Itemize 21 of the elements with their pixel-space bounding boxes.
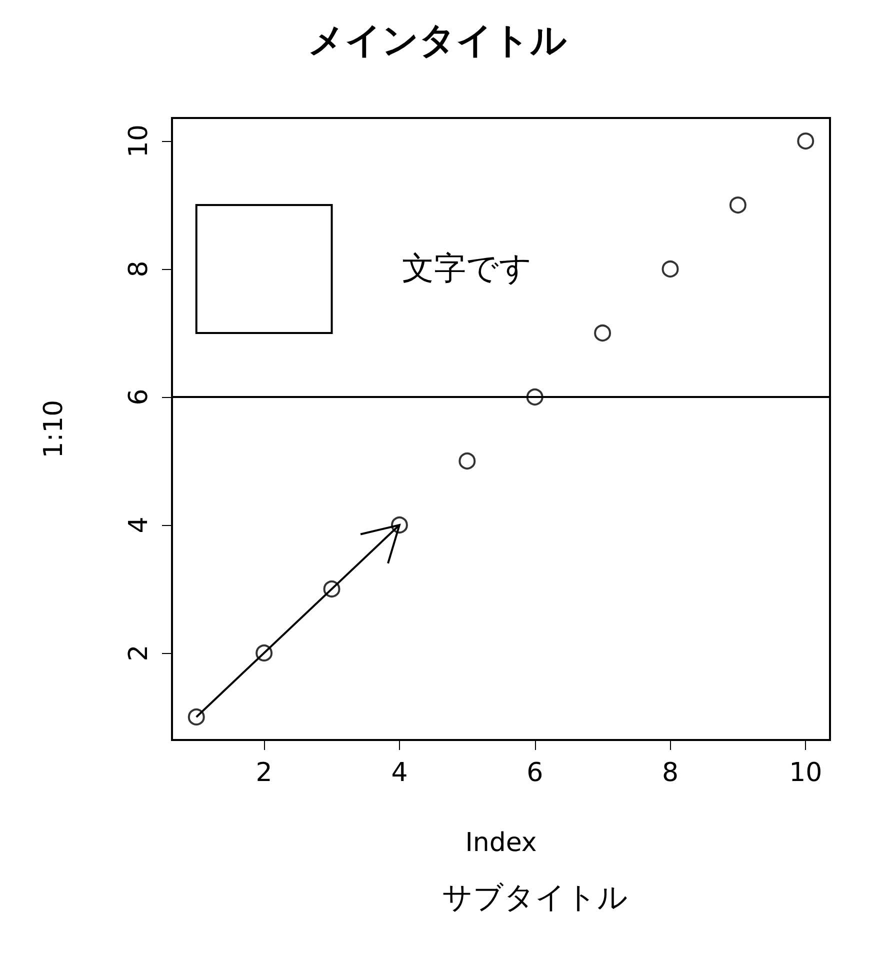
- x-tick-label: 6: [526, 758, 544, 788]
- point: [594, 324, 612, 342]
- chart-title: メインタイトル: [308, 20, 567, 62]
- y-tick-label: 8: [124, 260, 154, 278]
- y-tick-label: 4: [124, 516, 154, 534]
- x-tick-label: 8: [662, 758, 679, 788]
- y-tick-label: 6: [124, 388, 154, 406]
- point: [729, 196, 746, 214]
- x-tick-label: 10: [789, 758, 822, 788]
- text: サブタイトル: [442, 880, 628, 916]
- x-tick-label: 2: [256, 758, 272, 788]
- point: [797, 132, 814, 150]
- y-tick-label: 10: [124, 124, 154, 158]
- annotation: 文字です: [402, 248, 532, 290]
- point: [188, 708, 205, 726]
- point: [662, 260, 679, 278]
- point: [458, 452, 476, 470]
- y-axis-title: 1:10: [39, 400, 69, 458]
- x-tick-label: 4: [391, 758, 408, 788]
- x-axis-title: Index: [465, 828, 537, 858]
- y-tick-label: 2: [124, 644, 154, 662]
